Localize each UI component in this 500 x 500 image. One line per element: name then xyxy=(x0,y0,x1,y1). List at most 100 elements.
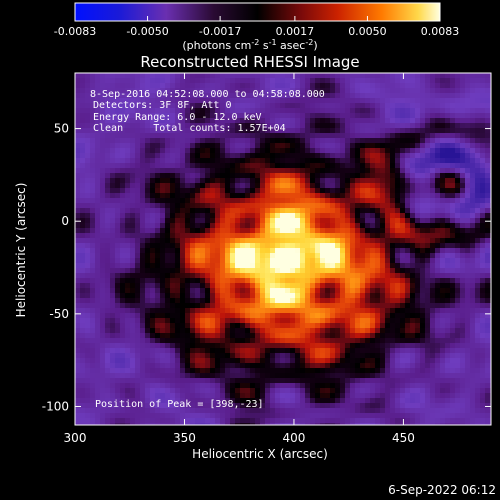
heatmap-cell xyxy=(195,233,200,238)
heatmap-cell xyxy=(420,278,425,283)
heatmap-cell xyxy=(315,353,320,358)
heatmap-cell xyxy=(365,78,370,83)
heatmap-cell xyxy=(305,358,310,363)
heatmap-cell xyxy=(275,263,280,268)
heatmap-cell xyxy=(170,123,175,128)
heatmap-cell xyxy=(305,158,310,163)
heatmap-cell xyxy=(395,308,400,313)
heatmap-cell xyxy=(170,358,175,363)
heatmap-cell xyxy=(175,268,180,273)
heatmap-cell xyxy=(180,333,185,338)
heatmap-cell xyxy=(170,253,175,258)
heatmap-cell xyxy=(315,338,320,343)
heatmap-cell xyxy=(425,258,430,263)
heatmap-cell xyxy=(290,73,295,78)
heatmap-cell xyxy=(335,253,340,258)
heatmap-cell xyxy=(200,188,205,193)
heatmap-cell xyxy=(420,183,425,188)
heatmap-cell xyxy=(385,218,390,223)
heatmap-cell xyxy=(190,278,195,283)
heatmap-cell xyxy=(360,273,365,278)
heatmap-cell xyxy=(150,98,155,103)
heatmap-cell xyxy=(160,193,165,198)
heatmap-cell xyxy=(430,93,435,98)
heatmap-cell xyxy=(120,153,125,158)
heatmap-cell xyxy=(100,273,105,278)
heatmap-cell xyxy=(125,73,130,78)
heatmap-cell xyxy=(305,183,310,188)
heatmap-cell xyxy=(355,288,360,293)
heatmap-cell xyxy=(250,278,255,283)
heatmap-cell xyxy=(260,178,265,183)
heatmap-cell xyxy=(400,198,405,203)
heatmap-cell xyxy=(325,73,330,78)
heatmap-cell xyxy=(420,138,425,143)
heatmap-cell xyxy=(340,333,345,338)
heatmap-cell xyxy=(435,293,440,298)
heatmap-cell xyxy=(345,353,350,358)
heatmap-cell xyxy=(415,73,420,78)
heatmap-cell xyxy=(405,313,410,318)
heatmap-cell xyxy=(375,153,380,158)
heatmap-cell xyxy=(130,193,135,198)
heatmap-cell xyxy=(400,153,405,158)
heatmap-cell xyxy=(110,323,115,328)
heatmap-cell xyxy=(145,173,150,178)
heatmap-cell xyxy=(155,368,160,373)
heatmap-cell xyxy=(150,273,155,278)
heatmap-cell xyxy=(75,318,80,323)
heatmap-cell xyxy=(230,168,235,173)
heatmap-cell xyxy=(255,133,260,138)
heatmap-cell xyxy=(205,278,210,283)
heatmap-cell xyxy=(310,283,315,288)
heatmap-cell xyxy=(285,258,290,263)
heatmap-cell xyxy=(435,128,440,133)
heatmap-cell xyxy=(240,218,245,223)
heatmap-cell xyxy=(225,333,230,338)
heatmap-cell xyxy=(75,183,80,188)
heatmap-cell xyxy=(460,208,465,213)
heatmap-cell xyxy=(290,93,295,98)
heatmap-cell xyxy=(240,188,245,193)
heatmap-cell xyxy=(100,103,105,108)
heatmap-cell xyxy=(85,338,90,343)
heatmap-cell xyxy=(120,208,125,213)
heatmap-cell xyxy=(150,83,155,88)
heatmap-cell xyxy=(390,358,395,363)
heatmap-cell xyxy=(80,298,85,303)
heatmap-cell xyxy=(210,158,215,163)
heatmap-cell xyxy=(295,93,300,98)
heatmap-cell xyxy=(485,258,490,263)
heatmap-cell xyxy=(210,218,215,223)
heatmap-cell xyxy=(195,163,200,168)
heatmap-cell xyxy=(275,163,280,168)
heatmap-cell xyxy=(330,168,335,173)
heatmap-cell xyxy=(290,98,295,103)
heatmap-cell xyxy=(285,193,290,198)
heatmap-cell xyxy=(75,103,80,108)
heatmap-cell xyxy=(295,188,300,193)
heatmap-cell xyxy=(425,83,430,88)
heatmap-cell xyxy=(460,198,465,203)
heatmap-cell xyxy=(440,253,445,258)
heatmap-cell xyxy=(285,343,290,348)
heatmap-cell xyxy=(295,193,300,198)
heatmap-cell xyxy=(235,118,240,123)
heatmap-cell xyxy=(455,148,460,153)
heatmap-cell xyxy=(205,268,210,273)
heatmap-cell xyxy=(485,283,490,288)
heatmap-cell xyxy=(360,348,365,353)
heatmap-cell xyxy=(445,198,450,203)
heatmap-cell xyxy=(300,188,305,193)
heatmap-cell xyxy=(380,208,385,213)
heatmap-cell xyxy=(115,173,120,178)
heatmap-cell xyxy=(175,353,180,358)
heatmap-cell xyxy=(470,178,475,183)
heatmap-cell xyxy=(485,163,490,168)
heatmap-cell xyxy=(320,78,325,83)
heatmap-cell xyxy=(105,338,110,343)
heatmap-cell xyxy=(165,343,170,348)
heatmap-cell xyxy=(420,358,425,363)
heatmap-cell xyxy=(305,153,310,158)
heatmap-cell xyxy=(345,173,350,178)
